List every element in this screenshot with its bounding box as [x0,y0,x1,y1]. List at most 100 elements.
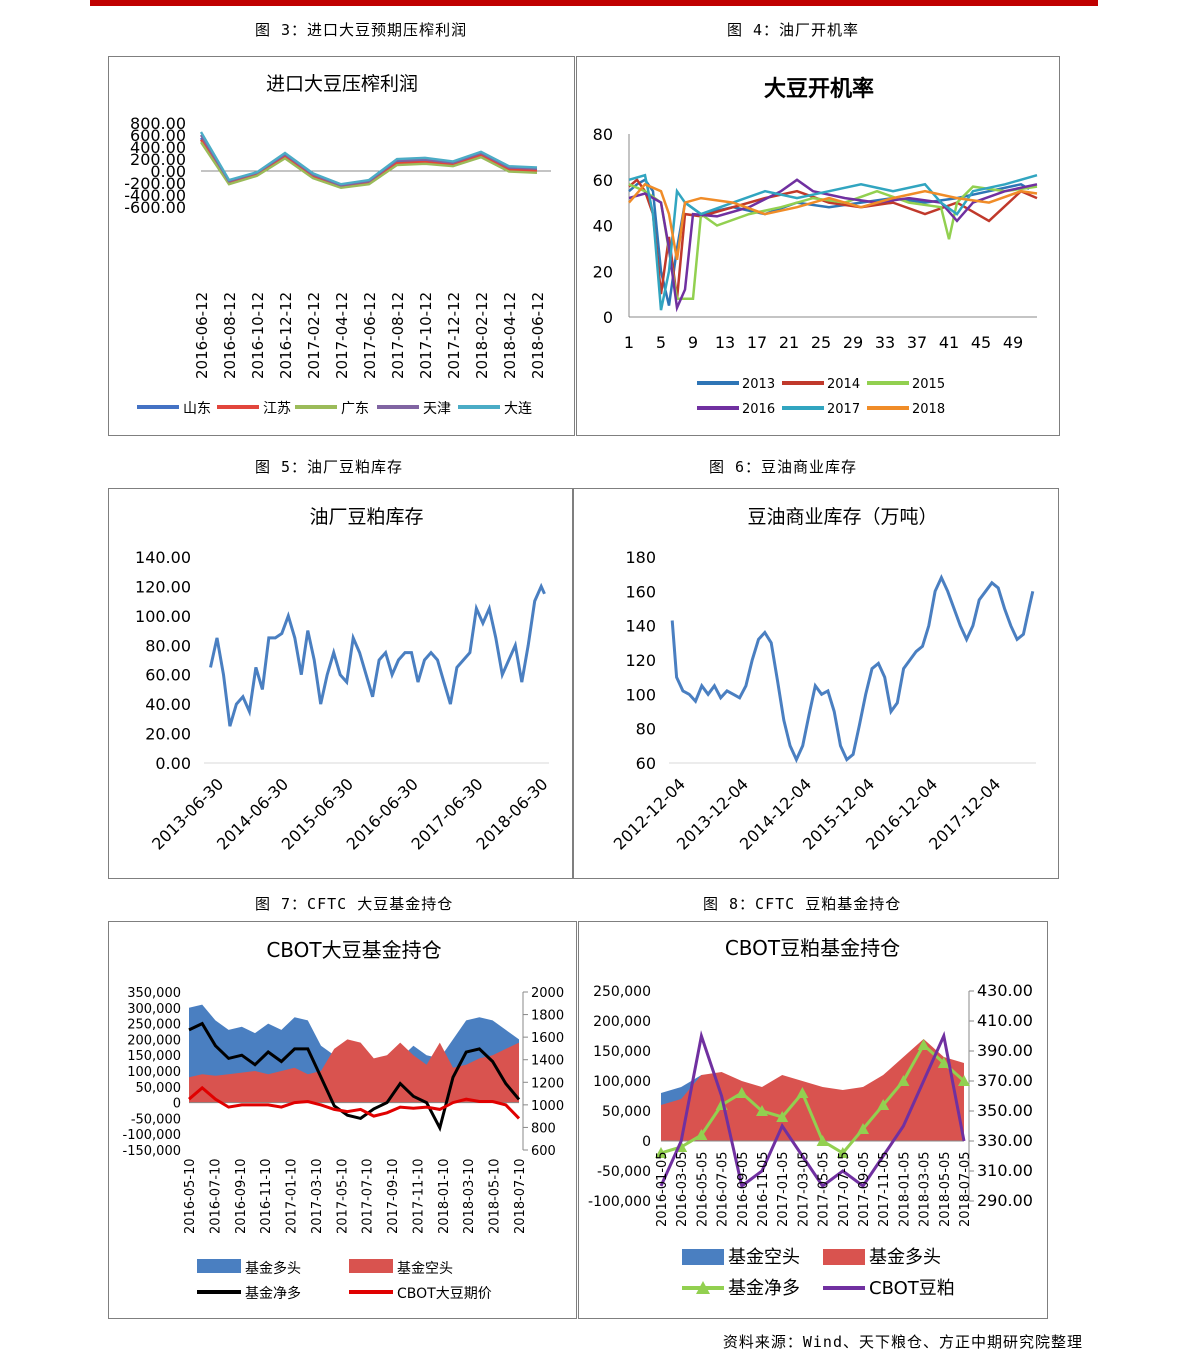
y-tick-label: 80 [593,125,613,144]
series-marker [958,1075,970,1086]
y-tick-label: 350,000 [127,986,181,1001]
x-tick-label: 2018-07-05 [958,1151,973,1227]
x-tick-label: 9 [688,333,698,352]
legend-label: 2018 [912,402,945,417]
y-tick-label: 250,000 [593,984,651,1000]
y-tick-label: 120.00 [135,577,191,596]
y-tick-label: 800.00 [130,114,186,133]
series-line-基金净多 [188,1021,521,1133]
y2-tick-label: 370.00 [977,1071,1033,1090]
y-tick-label: 200.00 [130,150,186,169]
chart-panel-fig7: CBOT大豆基金持仓 350,000 300,000 250,000 200,000 15… [108,921,577,1319]
y-tick-label: 100 [625,685,656,704]
y-tick-label: 20.00 [145,725,191,744]
x-tick-label: 2016-11-05 [756,1151,771,1227]
x-tick-label: 2016-07-10 [208,1158,223,1234]
x-tick-label: 2017-01-10 [285,1158,300,1234]
y-tick-label: -50,000 [597,1164,651,1180]
series-marker [776,1111,789,1122]
y-tick-label: 400.00 [130,138,186,157]
legend-label: CBOT大豆期价 [397,1286,492,1302]
x-tick-label: 2017-11-10 [411,1158,426,1234]
y-tick-label: 50,000 [602,1104,651,1120]
chart-fig8: CBOT豆粕基金持仓 250,000 200,000 150,000 100,000 50… [588,936,1033,1299]
series-line-广东 [200,141,538,190]
x-tick-label: 2016-11-10 [259,1158,274,1234]
x-tick-label: 2017-05-10 [335,1158,350,1234]
legend-label: 基金多头 [869,1247,941,1268]
chart-fig7: CBOT大豆基金持仓 350,000300,000250,000200,00015… [123,938,565,1302]
y2-tick-label: 800 [531,1121,556,1136]
series-marker [756,1105,768,1116]
y-tick-label: 300,000 [127,1002,181,1017]
legend-label: 天津 [423,401,451,417]
series-marker [877,1099,890,1110]
y-tick-label: 0.00 [150,162,186,181]
x-tick-label: 2017-10-12 [417,292,435,379]
legend-swatch [682,1249,724,1265]
y-tick-label: 0 [173,1097,181,1112]
x-tick-label: 2016-08-12 [221,292,239,379]
legend-label: 基金净多 [245,1285,301,1302]
y2-tick-label: 1200 [531,1076,564,1091]
series-marker [796,1087,809,1098]
legend-label: 2015 [912,377,945,392]
series-line-2013 [628,178,1030,306]
x-tick-label: 2017-01-05 [776,1151,791,1227]
x-tick-label: 2017-03-05 [796,1151,811,1227]
legend-label: 2013 [742,377,775,392]
legend-label: 广东 [341,401,369,417]
y-tick-label: 40.00 [145,695,191,714]
y-tick-label: 150,000 [127,1049,181,1064]
series-marker [836,1147,849,1158]
x-tick-label: 2016-03-05 [675,1151,690,1227]
y-tick-label: 100,000 [593,1074,651,1090]
y2-tick-label: 430.00 [977,981,1033,1000]
legend-label: 2016 [742,402,775,417]
x-tick-label: 45 [971,333,991,352]
chart-panel-fig3: 进口大豆压榨利润 800.00 600.00 400.00 200.00 0.00 -200… [108,56,575,436]
legend-label: 2017 [827,402,860,417]
x-tick-label: 25 [811,333,831,352]
chart-panel-fig6: 豆油商业库存（万吨） 180 160 140 120 100 80 60 2012-12-04 2… [573,488,1059,879]
series-line [670,574,1035,764]
legend-swatch [349,1259,393,1273]
x-tick-label: 2017-04-12 [333,292,351,379]
y2-tick-label: 310.00 [977,1161,1033,1180]
y-tick-label: 20 [593,262,613,281]
legend-label: 2014 [827,377,860,392]
legend-label: 基金空头 [397,1260,453,1277]
x-tick-label: 2018-05-10 [488,1158,503,1234]
series-marker [937,1057,950,1068]
y2-tick-label: 1600 [531,1031,564,1046]
y-tick-label: 40 [593,217,613,236]
figure-caption-4: 图 4：油厂开机率 [727,21,860,39]
x-tick-label: 2017-09-10 [386,1158,401,1234]
x-tick-label: 2017-05-05 [817,1151,832,1227]
x-tick-label: 2017-07-10 [361,1158,376,1234]
y-tick-label: -100,000 [123,1128,181,1143]
x-tick-label: 2017-03-10 [310,1158,325,1234]
x-tick-label: 2016-05-10 [183,1158,198,1234]
series-line-2018 [628,182,1038,261]
y-tick-label: 200,000 [593,1014,651,1030]
y2-tick-label: 1000 [531,1099,564,1114]
source-note: 资料来源：Wind、天下粮仓、方正中期研究院整理 [722,1333,1083,1351]
x-tick-label: 21 [779,333,799,352]
x-tick-label: 2017-07-05 [837,1151,852,1227]
x-tick-label: 2017-11-05 [877,1151,892,1227]
y-tick-label: 60 [636,754,656,773]
legend-label: 江苏 [263,401,291,417]
x-tick-label: 2018-07-10 [513,1158,528,1234]
x-tick-label: 2017-06-12 [361,292,379,379]
x-tick-label: 2016-01-05 [655,1151,670,1227]
series-line-基金净多 [660,1042,965,1155]
x-tick-label: 17 [747,333,767,352]
x-tick-label: 2016-09-10 [234,1158,249,1234]
x-tick-label: 2018-03-10 [462,1158,477,1234]
x-tick-label: 2017-08-12 [389,292,407,379]
x-tick-label: 5 [656,333,666,352]
y-tick-label: 100.00 [135,607,191,626]
y-tick-label: -200.00 [124,174,186,193]
y-tick-label: 600.00 [130,126,186,145]
